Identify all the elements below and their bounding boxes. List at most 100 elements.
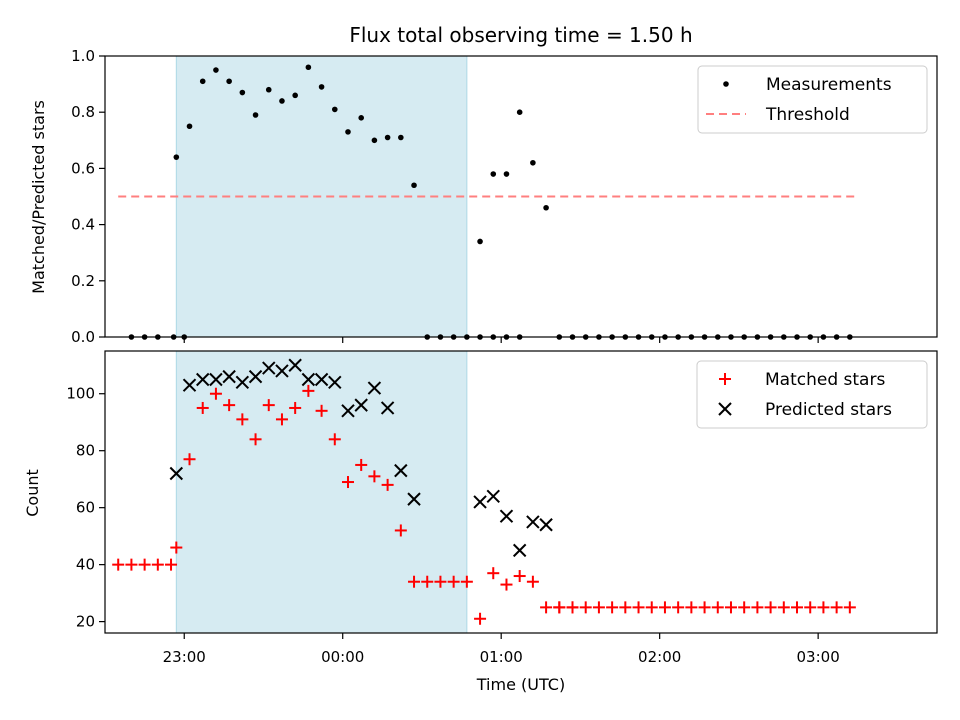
data-point [125,558,138,571]
data-point [411,182,417,189]
plot-frame [104,55,938,338]
y-tick-label: 40 [76,556,95,574]
data-point [526,515,540,529]
data-point [265,86,272,93]
data-point [672,601,685,614]
data-point [239,89,246,96]
chart-title: Flux total observing time = 1.50 h [349,23,692,47]
data-point [500,578,513,591]
data-point [213,67,219,73]
data-point [222,369,236,384]
data-point [249,433,262,446]
data-point [632,601,645,614]
legend-label: Threshold [765,105,850,125]
data-point [513,570,526,583]
data-point [358,115,365,121]
data-point [380,401,395,415]
data-point [619,601,632,614]
data-point [407,492,421,506]
y-tick-label: 20 [76,613,95,631]
data-point [474,612,487,625]
data-point [777,601,790,614]
data-point [804,601,817,614]
data-point [341,404,355,418]
data-point [371,137,378,144]
y-tick-label: 60 [76,499,95,517]
data-point [685,601,698,614]
x-tick-label: 03:00 [797,648,840,666]
data-point [345,129,351,135]
top-y-axis-title: Matched/Predicted stars [29,100,48,294]
data-point [355,458,368,471]
data-point [305,64,312,71]
data-point [138,558,151,571]
legend-entry: Predicted stars [718,400,892,420]
data-point [592,601,605,614]
series-matched-stars [112,384,856,625]
data-point [477,238,483,245]
x-axis-title: Time (UTC) [476,675,565,694]
data-point [843,601,856,614]
data-point [289,401,302,414]
data-point [503,171,510,177]
data-point [526,575,539,588]
data-point [368,470,381,483]
data-point [314,372,329,387]
y-tick-label: 100 [66,385,95,403]
data-point [288,358,302,372]
data-point [830,601,843,614]
data-point [292,92,298,99]
y-tick-label: 0.0 [71,328,95,346]
legend-label: Predicted stars [765,400,892,420]
data-point [724,601,737,614]
data-point [540,601,553,614]
y-tick-label: 0.2 [71,272,95,290]
data-point [434,575,447,588]
data-point [328,375,342,390]
data-point [408,575,421,588]
data-point [499,509,514,523]
y-tick-label: 0.6 [71,159,95,177]
data-point [262,361,276,375]
data-point [486,489,500,503]
data-point [275,413,288,426]
data-point [606,601,619,614]
legend-label: Matched stars [765,370,885,390]
legend: Measurements Threshold [697,65,928,134]
data-point [487,567,500,580]
data-point [658,601,671,614]
y-tick-label: 80 [76,442,95,460]
data-point [196,401,209,414]
legend-marker [719,373,731,385]
data-point [279,98,285,104]
data-point [226,78,232,85]
data-point [473,495,487,509]
data-point [199,78,206,85]
data-point [112,558,125,571]
data-point [173,154,180,160]
data-point [262,399,275,412]
data-point [394,463,408,478]
data-point [235,375,250,390]
data-point [165,558,178,571]
data-point [315,404,328,417]
data-point [354,398,368,412]
series-predicted-stars [169,358,553,558]
data-point [209,387,222,400]
data-point [512,543,527,558]
data-point [764,601,777,614]
x-tick-label: 01:00 [480,648,523,666]
data-point [398,134,404,141]
data-point [579,601,592,614]
y-tick-label: 0.4 [71,216,95,234]
data-point [530,159,536,166]
legend-marker [723,81,729,87]
plot-frame [104,350,938,634]
legend-marker [718,402,732,416]
legend: Matched stars Predicted stars [696,360,928,429]
data-point [791,601,804,614]
data-point [196,372,210,387]
data-point [209,372,223,387]
data-point [367,381,382,395]
